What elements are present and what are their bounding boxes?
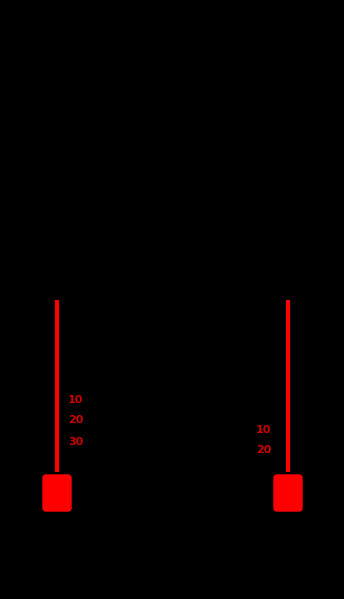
Text: 30: 30: [68, 437, 83, 447]
Text: 20: 20: [256, 445, 271, 455]
FancyBboxPatch shape: [274, 475, 302, 511]
Text: 10: 10: [68, 395, 83, 405]
Text: 10: 10: [256, 425, 271, 435]
Text: 20: 20: [68, 415, 83, 425]
FancyBboxPatch shape: [43, 475, 71, 511]
